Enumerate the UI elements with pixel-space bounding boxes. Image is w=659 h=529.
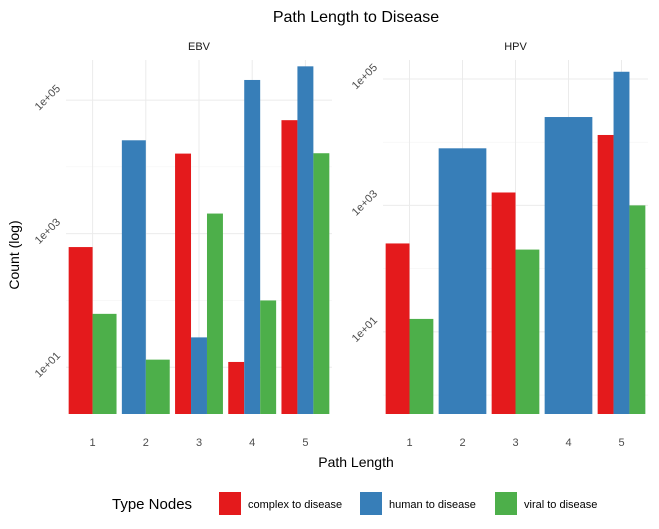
bar-ebv-5-viral bbox=[313, 153, 330, 414]
x-tick-label: 3 bbox=[196, 437, 202, 449]
bar-ebv-1-complex bbox=[68, 247, 93, 414]
x-tick-label: 1 bbox=[90, 437, 96, 449]
bar-ebv-3-complex bbox=[175, 153, 192, 415]
bar-ebv-3-viral bbox=[206, 213, 223, 414]
chart-title: Path Length to Disease bbox=[273, 9, 439, 26]
panel-ebv: 1e+01 1e+03 1e+05 1 2 3 4 5 EBV bbox=[33, 41, 332, 449]
panel-hpv: 1e+01 1e+03 1e+05 1 2 3 4 5 HPV bbox=[350, 41, 648, 449]
bar-ebv-4-complex bbox=[228, 361, 245, 414]
bar-hpv-5-viral bbox=[629, 205, 646, 414]
x-axis-title: Path Length bbox=[318, 454, 394, 470]
bar-hpv-3-viral bbox=[515, 249, 540, 414]
y-tick-label: 1e+01 bbox=[33, 350, 63, 380]
chart-panels: 1e+01 1e+03 1e+05 1 2 3 4 5 EBV 1e+01 1e+03 1e+05 1 2… bbox=[33, 41, 648, 449]
legend-label: viral to disease bbox=[524, 499, 597, 511]
legend-title: Type Nodes bbox=[112, 496, 192, 513]
x-tick-label: 4 bbox=[249, 437, 255, 449]
bar-hpv-3-complex bbox=[491, 192, 516, 414]
bar-hpv-5-complex bbox=[597, 134, 614, 415]
bar-ebv-5-complex bbox=[281, 120, 298, 414]
x-tick-label: 5 bbox=[618, 437, 624, 449]
y-tick-label: 1e+05 bbox=[33, 83, 63, 113]
x-tick-label: 4 bbox=[565, 437, 571, 449]
x-tick-label: 2 bbox=[459, 437, 465, 449]
y-tick-label: 1e+03 bbox=[350, 188, 380, 218]
legend-swatch bbox=[360, 492, 382, 515]
bar-ebv-4-viral bbox=[260, 300, 277, 414]
y-tick-label: 1e+05 bbox=[350, 62, 380, 92]
bar-hpv-1-complex bbox=[385, 243, 410, 414]
bar-ebv-5-human bbox=[297, 66, 314, 414]
y-tick-label: 1e+01 bbox=[350, 315, 380, 345]
legend-swatch bbox=[219, 492, 241, 515]
x-tick-label: 3 bbox=[512, 437, 518, 449]
y-axis-title: Count (log) bbox=[6, 220, 22, 289]
bar-hpv-2-human bbox=[438, 148, 487, 414]
x-tick-label: 2 bbox=[143, 437, 149, 449]
legend-label: human to disease bbox=[389, 499, 476, 511]
legend: Type Nodes complex to disease human to di… bbox=[112, 492, 597, 515]
legend-item: human to disease bbox=[360, 492, 476, 515]
bar-ebv-2-human bbox=[121, 140, 146, 415]
y-tick-label: 1e+03 bbox=[33, 216, 63, 246]
legend-item: complex to disease bbox=[219, 492, 342, 515]
bar-hpv-5-human bbox=[613, 71, 630, 414]
bar-ebv-1-viral bbox=[92, 313, 117, 414]
x-tick-label: 1 bbox=[406, 437, 412, 449]
bar-ebv-4-human bbox=[244, 79, 261, 415]
bar-hpv-1-viral bbox=[409, 318, 434, 414]
bar-ebv-2-viral bbox=[145, 359, 170, 414]
bar-hpv-4-human bbox=[544, 117, 593, 415]
facet-strip-label: HPV bbox=[504, 41, 527, 53]
bar-ebv-3-human bbox=[191, 337, 207, 414]
facet-strip-label: EBV bbox=[188, 41, 211, 53]
x-tick-label: 5 bbox=[302, 437, 308, 449]
legend-label: complex to disease bbox=[248, 499, 342, 511]
legend-item: viral to disease bbox=[495, 492, 597, 515]
legend-swatch bbox=[495, 492, 517, 515]
